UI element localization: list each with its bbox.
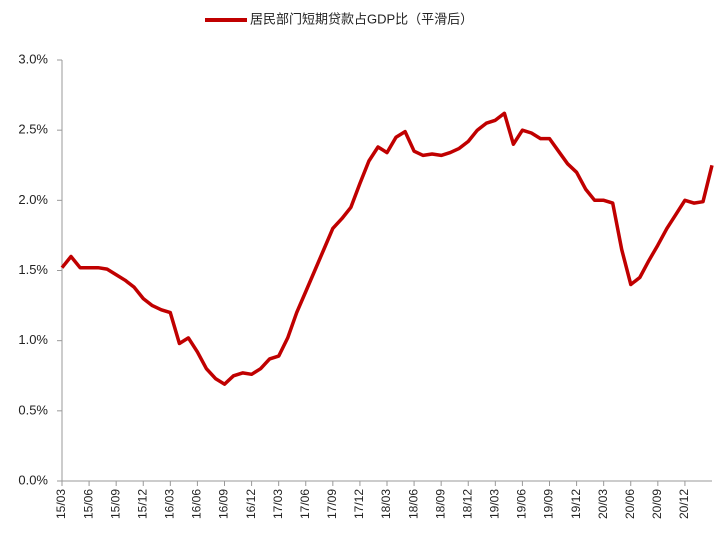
x-tick-label: 17/12: [352, 489, 366, 519]
x-tick-label: 20/03: [596, 489, 610, 519]
x-tick-label: 17/06: [298, 489, 312, 519]
legend-label: 居民部门短期贷款占GDP比（平滑后）: [250, 11, 473, 26]
x-tick-label: 15/03: [54, 489, 68, 519]
x-tick-label: 18/12: [460, 489, 474, 519]
y-tick-label: 0.0%: [18, 472, 48, 487]
y-tick-label: 3.0%: [18, 51, 48, 66]
x-tick-label: 20/12: [677, 489, 691, 519]
x-tick-label: 15/09: [108, 489, 122, 519]
x-tick-label: 18/06: [406, 489, 420, 519]
x-tick-label: 19/09: [542, 489, 556, 519]
line: [60, 111, 714, 386]
x-tick-label: 19/12: [569, 489, 583, 519]
y-tick-label: 0.5%: [18, 402, 48, 417]
x-tick-label: 20/06: [623, 489, 637, 519]
y-tick-label: 2.5%: [18, 122, 48, 137]
x-tick-label: 16/03: [163, 489, 177, 519]
x-tick-label: 19/06: [515, 489, 529, 519]
y-tick-label: 1.5%: [18, 262, 48, 277]
x-tick-label: 17/09: [325, 489, 339, 519]
y-tick-label: 1.0%: [18, 332, 48, 347]
x-tick-label: 15/06: [81, 489, 95, 519]
x-tick-label: 16/06: [190, 489, 204, 519]
x-tick-label: 16/09: [217, 489, 231, 519]
x-tick-label: 16/12: [244, 489, 258, 519]
x-tick-label: 15/12: [135, 489, 149, 519]
x-tick-label: 18/03: [379, 489, 393, 519]
y-tick-label: 2.0%: [18, 192, 48, 207]
x-tick-label: 17/03: [271, 489, 285, 519]
x-tick-label: 18/09: [433, 489, 447, 519]
x-tick-label: 20/09: [650, 489, 664, 519]
x-tick-label: 19/03: [488, 489, 502, 519]
